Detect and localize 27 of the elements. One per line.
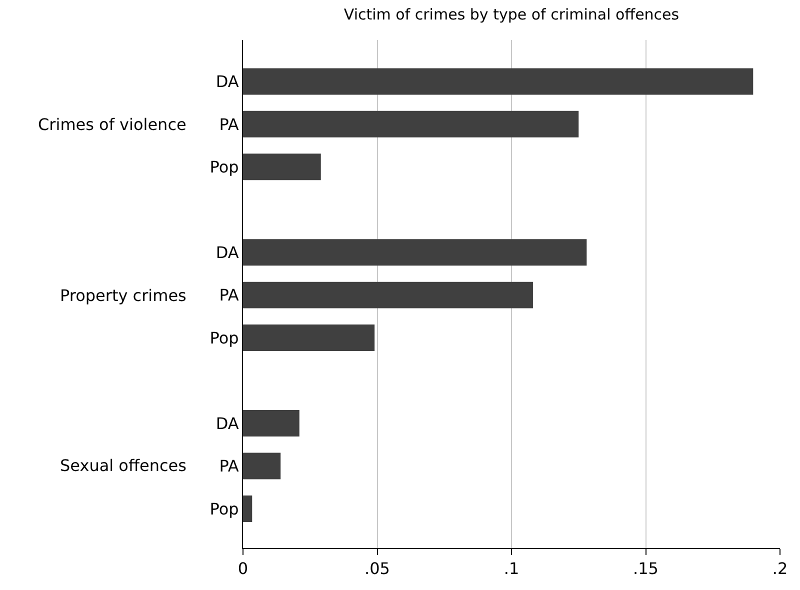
bar [243,68,754,95]
bar [243,154,321,180]
bar [243,110,579,138]
y-tick-label: DA [216,72,239,92]
bar [243,282,533,308]
bar [243,324,375,352]
text: Property crimes [60,286,186,305]
bar [243,239,587,266]
y-tick-label: DA [216,242,239,262]
y-tick-label: PA [219,286,239,305]
chart-title: Victim of crimes by type of criminal offences [344,5,680,24]
y-tick-label: PA [219,114,239,134]
bar [243,495,252,522]
x-tick-label: .05 [364,559,390,578]
y-tick-label: Pop [210,499,239,518]
text: Sexual offences [60,456,186,475]
text: Crimes of violence [38,115,186,134]
y-tick-label: Pop [210,328,239,348]
y-tick-label: PA [219,456,239,476]
bar [243,452,281,480]
bar [243,410,300,436]
x-tick-label: .2 [772,559,788,578]
x-tick-label: 0 [238,559,248,578]
x-tick-label: .15 [633,559,658,578]
y-tick-label: Pop [210,157,239,176]
y-tick-label: DA [216,414,239,433]
x-tick-label: .1 [504,559,520,578]
